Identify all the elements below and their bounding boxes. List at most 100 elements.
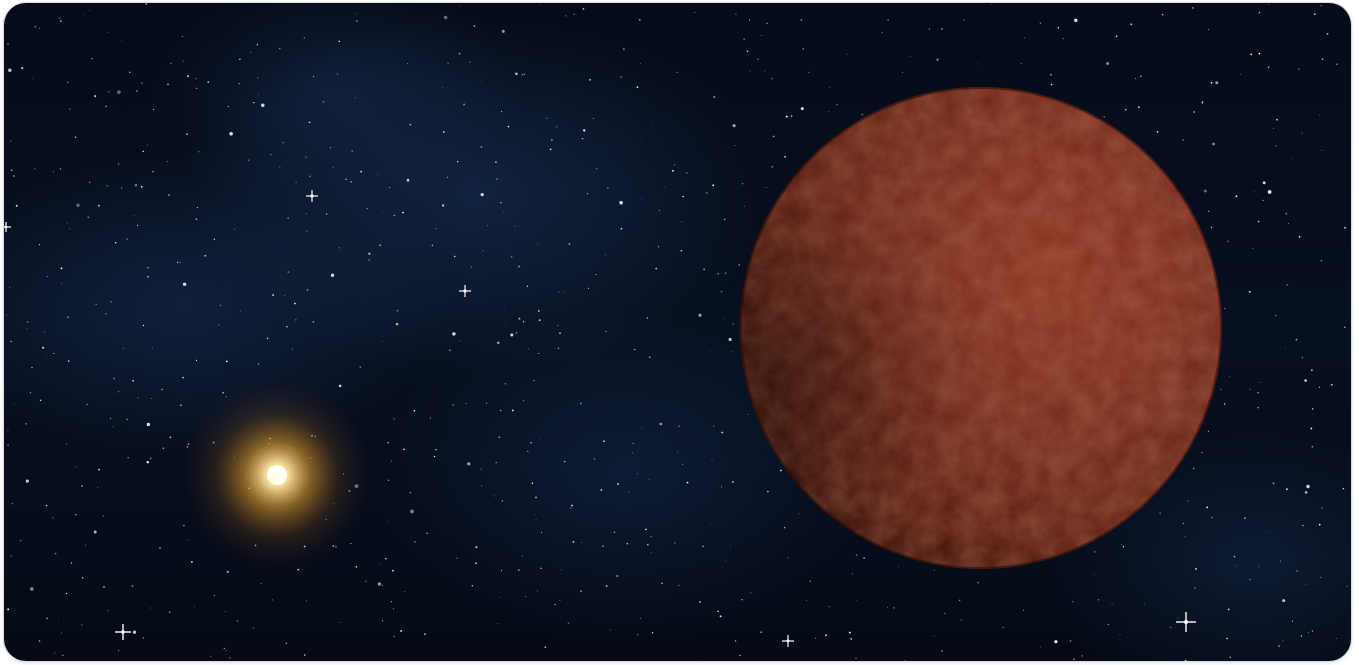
star: [141, 82, 143, 84]
star: [30, 587, 34, 591]
star: [454, 255, 456, 258]
star: [9, 286, 11, 288]
star: [227, 106, 229, 108]
star: [176, 261, 179, 264]
star: [1121, 544, 1123, 546]
star: [697, 659, 698, 660]
star: [368, 259, 370, 261]
star: [677, 451, 679, 453]
star: [1187, 500, 1189, 502]
star: [1022, 609, 1024, 611]
star: [1233, 555, 1236, 558]
star: [1298, 236, 1301, 238]
star: [400, 629, 403, 632]
star: [471, 585, 474, 587]
star: [522, 321, 525, 323]
star: [1134, 628, 1135, 630]
star: [603, 440, 605, 443]
star: [678, 425, 680, 428]
star: [1291, 620, 1294, 622]
star: [521, 555, 523, 557]
star: [730, 545, 732, 547]
star: [855, 554, 858, 556]
star: [59, 168, 62, 170]
star: [1260, 382, 1262, 384]
star: [928, 28, 931, 30]
star: [766, 22, 768, 25]
star: [655, 267, 658, 270]
star: [581, 137, 584, 140]
star: [1285, 212, 1288, 215]
star: [286, 326, 288, 328]
star: [1194, 587, 1196, 589]
star: [59, 20, 62, 23]
star: [809, 580, 811, 582]
star: [187, 75, 189, 77]
star: [1057, 27, 1060, 29]
star: [1326, 32, 1329, 35]
star: [1111, 603, 1113, 605]
star: [784, 155, 786, 158]
star: [81, 485, 83, 487]
star: [435, 227, 437, 230]
star: [664, 186, 666, 188]
scene-svg: [4, 3, 1348, 661]
star: [42, 346, 45, 349]
star: [977, 582, 979, 584]
star: [69, 228, 71, 230]
star: [1257, 406, 1260, 409]
star: [1250, 53, 1253, 56]
star: [257, 363, 260, 365]
star: [836, 104, 838, 106]
star: [507, 125, 510, 128]
star: [604, 254, 607, 256]
star: [632, 442, 634, 444]
star: [595, 167, 598, 170]
star: [680, 249, 683, 252]
star: [515, 333, 517, 335]
star: [1272, 127, 1274, 129]
star: [1162, 14, 1164, 16]
star: [142, 324, 145, 327]
star: [1300, 635, 1303, 637]
star: [641, 198, 642, 200]
star: [674, 542, 676, 544]
star: [54, 552, 57, 555]
star: [960, 619, 962, 621]
star: [739, 654, 741, 657]
star: [1039, 22, 1042, 24]
star: [195, 218, 198, 220]
star: [589, 78, 592, 81]
star: [904, 660, 906, 661]
star: [783, 526, 786, 529]
star: [1310, 427, 1313, 430]
sparkle-stars: [4, 190, 1196, 647]
star: [387, 442, 389, 444]
star: [191, 561, 193, 563]
star: [270, 153, 272, 156]
star: [501, 29, 505, 33]
star: [676, 72, 678, 74]
star: [496, 178, 498, 180]
star: [446, 176, 448, 178]
star: [850, 638, 852, 640]
star: [1282, 599, 1286, 603]
star: [60, 267, 63, 270]
star: [626, 543, 629, 545]
star: [595, 274, 597, 275]
star: [396, 309, 399, 312]
star: [787, 557, 789, 559]
star: [475, 562, 477, 565]
star: [719, 615, 722, 618]
star: [381, 585, 383, 586]
star: [559, 332, 561, 335]
star: [146, 461, 149, 464]
star: [503, 305, 505, 307]
star: [392, 569, 394, 572]
star: [902, 72, 904, 73]
star: [1344, 226, 1346, 229]
star: [385, 557, 387, 560]
star: [431, 244, 434, 247]
star: [825, 634, 827, 637]
star: [628, 491, 630, 493]
